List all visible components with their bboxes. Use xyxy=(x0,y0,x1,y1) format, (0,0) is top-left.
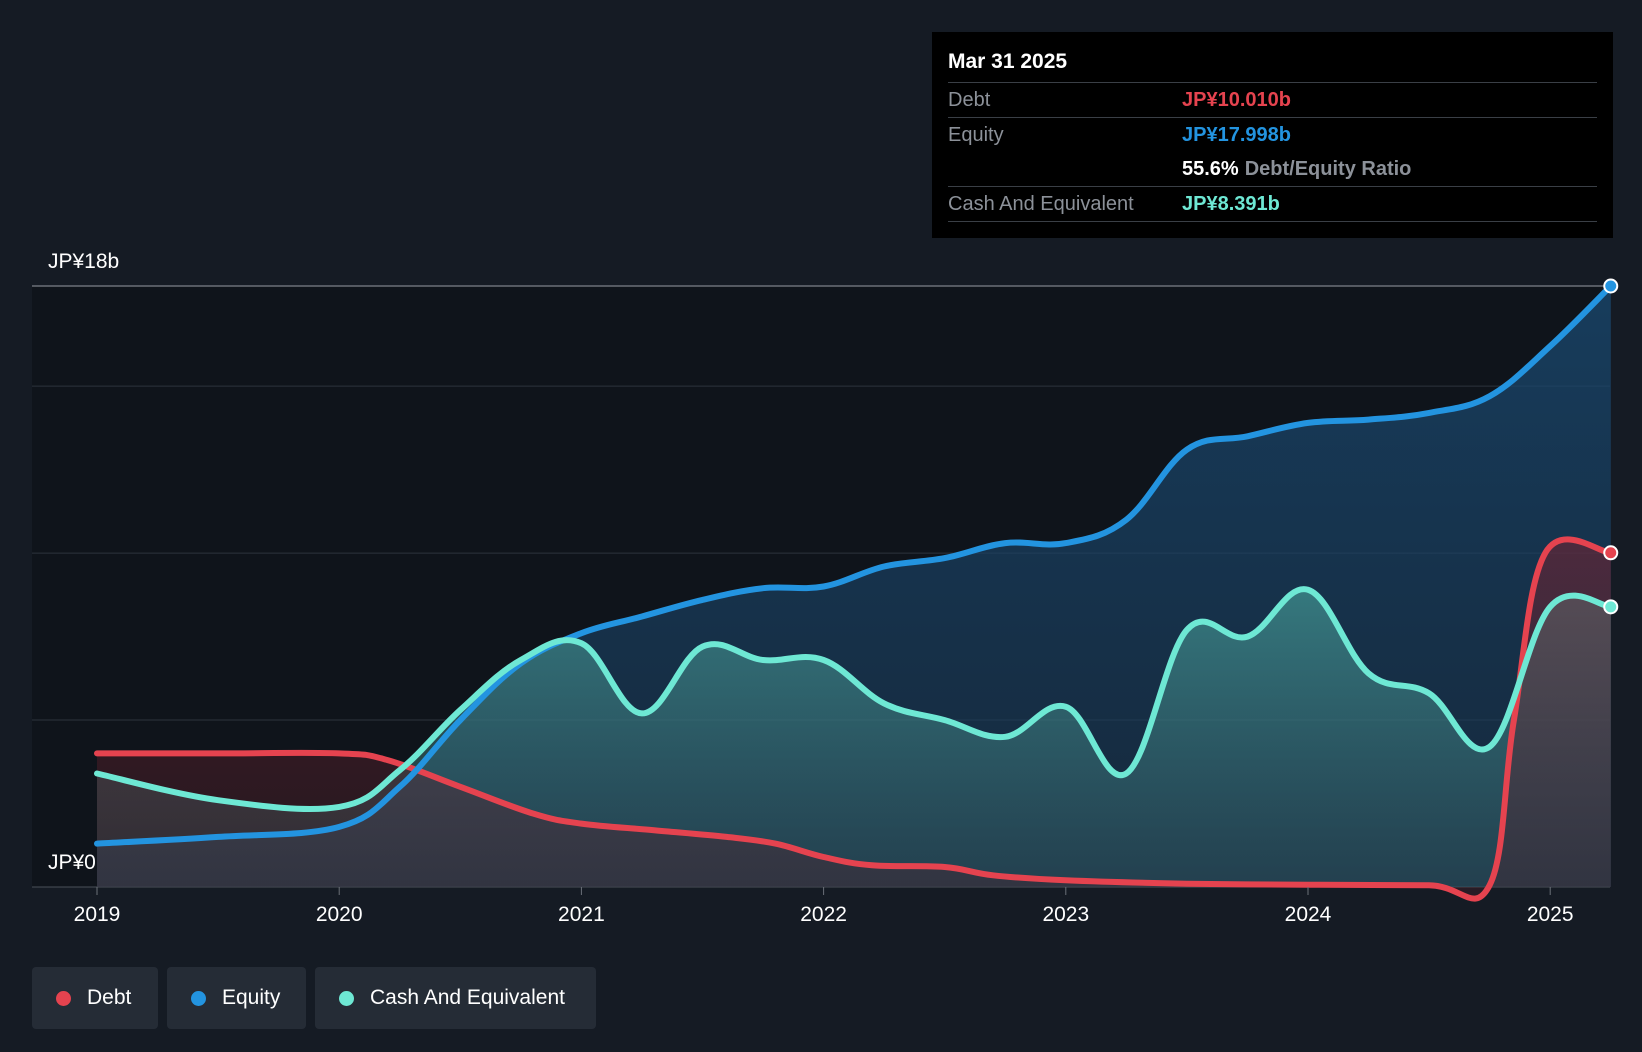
tooltip-cash-label: Cash And Equivalent xyxy=(948,193,1134,215)
tooltip-equity-label: Equity xyxy=(948,124,1004,146)
tooltip-ratio: 55.6% Debt/Equity Ratio xyxy=(1182,152,1411,186)
x-tick-label-2023: 2023 xyxy=(1042,903,1089,926)
legend-item-cash[interactable]: Cash And Equivalent xyxy=(315,967,596,1029)
legend: Debt Equity Cash And Equivalent xyxy=(32,967,596,1029)
debt-area xyxy=(97,539,1611,899)
tooltip-equity-row: Equity JP¥17.998b xyxy=(948,118,1597,152)
end-markers xyxy=(1603,278,1619,615)
debt-end-marker xyxy=(1603,545,1619,561)
legend-item-equity[interactable]: Equity xyxy=(167,967,306,1029)
equity-dot-icon xyxy=(191,990,206,1006)
series-areas xyxy=(97,286,1611,899)
x-tick-label-2021: 2021 xyxy=(558,903,605,926)
tooltip-cash-row: Cash And Equivalent JP¥8.391b xyxy=(948,187,1597,222)
tooltip-cash-value: JP¥8.391b xyxy=(1182,193,1280,215)
tooltip-date: Mar 31 2025 xyxy=(948,46,1597,83)
cash-dot-icon xyxy=(339,990,354,1006)
legend-item-debt[interactable]: Debt xyxy=(32,967,158,1029)
y-axis-bottom-label: JP¥0 xyxy=(48,851,96,874)
x-tick-label-2024: 2024 xyxy=(1285,903,1332,926)
tooltip-ratio-label: Debt/Equity Ratio xyxy=(1244,158,1412,180)
tooltip-ratio-row: 55.6% Debt/Equity Ratio xyxy=(948,152,1597,187)
tooltip-debt-row: Debt JP¥10.010b xyxy=(948,83,1597,118)
tooltip-ratio-value: 55.6% xyxy=(1182,158,1239,180)
debt-dot-icon xyxy=(56,990,71,1006)
x-tick-label-2025: 2025 xyxy=(1527,903,1574,926)
cash-line xyxy=(94,586,1614,812)
tooltip-debt-label: Debt xyxy=(948,89,991,111)
tooltip-equity-value: JP¥17.998b xyxy=(1182,124,1291,146)
tooltip-debt-value: JP¥10.010b xyxy=(1182,89,1291,111)
cash-end-marker xyxy=(1603,599,1619,615)
y-axis-top-label: JP¥18b xyxy=(48,250,120,273)
equity-end-marker xyxy=(1603,278,1619,294)
legend-equity-label: Equity xyxy=(222,986,281,1009)
x-tick-label-2019: 2019 xyxy=(74,903,121,926)
legend-debt-label: Debt xyxy=(87,986,132,1009)
tooltip-ratio-spacer xyxy=(948,152,1182,186)
x-tick-label-2022: 2022 xyxy=(800,903,847,926)
x-tick-label-2020: 2020 xyxy=(316,903,363,926)
series-lines xyxy=(94,283,1614,902)
equity-line xyxy=(94,283,1614,847)
tooltip-panel: Mar 31 2025 Debt JP¥10.010b Equity JP¥17… xyxy=(932,32,1613,238)
x-axis-ticks: 2019 2020 2021 2022 2023 2024 2025 xyxy=(74,887,1574,926)
legend-cash-label: Cash And Equivalent xyxy=(370,986,565,1009)
debt-line xyxy=(94,536,1614,902)
